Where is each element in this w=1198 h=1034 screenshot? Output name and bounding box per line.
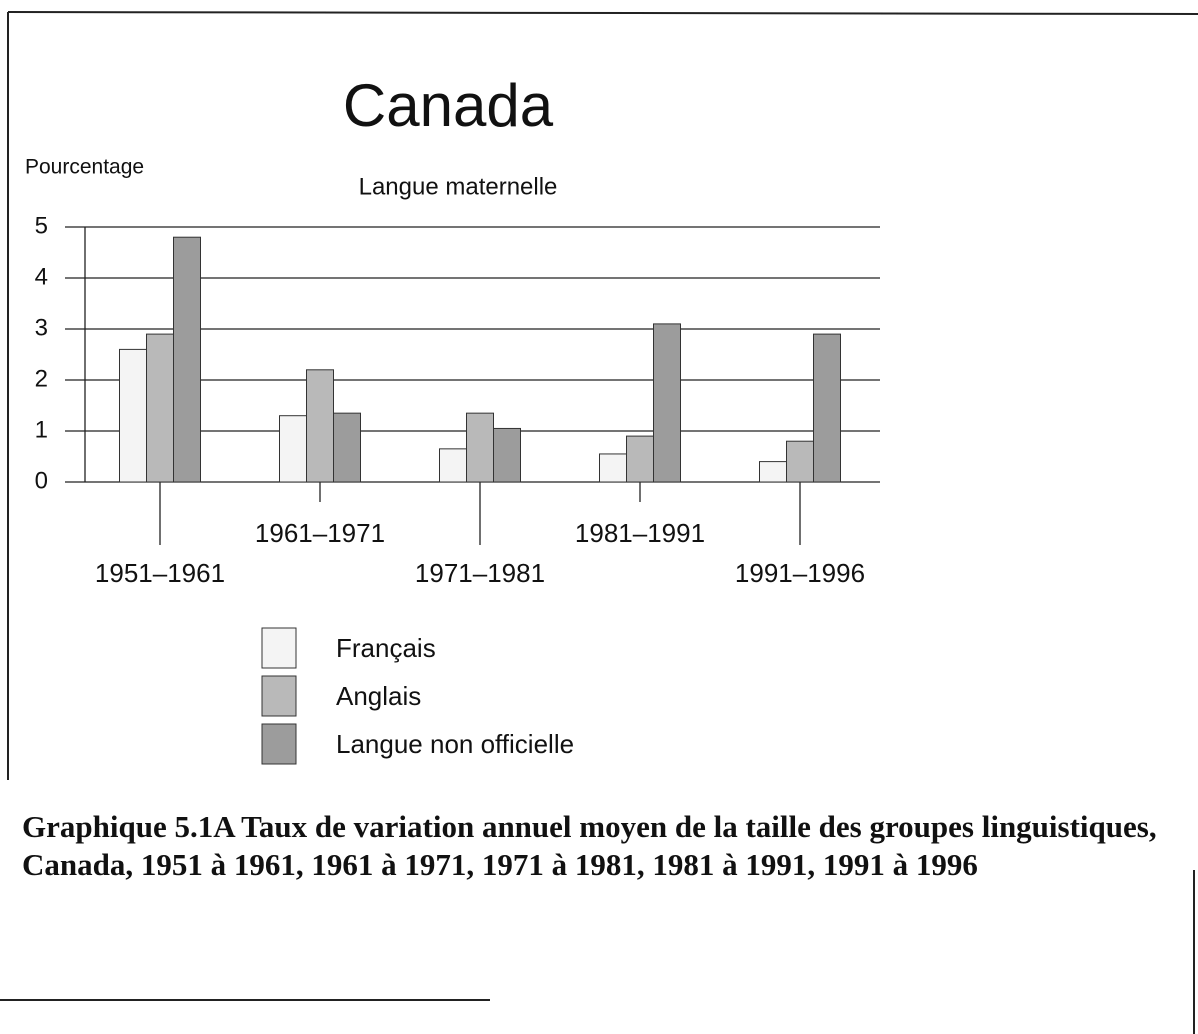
- legend-label: Langue non officielle: [336, 729, 574, 759]
- x-tick-label: 1991–1996: [735, 558, 865, 588]
- y-axis-label: Pourcentage: [25, 156, 144, 179]
- y-tick-label: 1: [35, 416, 48, 443]
- legend-swatch: [261, 723, 297, 765]
- y-tick-label: 3: [35, 314, 48, 341]
- bar: [333, 412, 361, 483]
- x-tick-label: 1961–1971: [255, 518, 385, 548]
- bar: [493, 427, 521, 483]
- bar: [786, 440, 814, 483]
- bar: [599, 453, 627, 483]
- legend-label: Français: [336, 633, 436, 663]
- bar: [759, 461, 787, 483]
- bar: [466, 412, 494, 483]
- bar: [626, 435, 654, 483]
- bar: [119, 348, 147, 483]
- bar: [306, 369, 334, 483]
- bar: [653, 323, 681, 483]
- bar: [813, 333, 841, 483]
- bar: [173, 236, 201, 483]
- chart-title: Canada: [343, 72, 554, 139]
- bar: [146, 333, 174, 483]
- y-tick-label: 4: [35, 263, 48, 290]
- x-tick-label: 1981–1991: [575, 518, 705, 548]
- chart-subtitle: Langue maternelle: [359, 173, 558, 200]
- x-tick-label: 1971–1981: [415, 558, 545, 588]
- bar: [279, 415, 307, 483]
- y-tick-label: 0: [35, 467, 48, 494]
- frame-top: [7, 11, 1198, 15]
- caption: Graphique 5.1A Taux de variation annuel …: [22, 809, 1157, 882]
- bar: [439, 448, 467, 483]
- legend-label: Anglais: [336, 681, 421, 711]
- x-tick-label: 1951–1961: [95, 558, 225, 588]
- y-tick-label: 5: [35, 212, 48, 239]
- y-tick-label: 2: [35, 365, 48, 392]
- legend-swatch: [261, 675, 297, 717]
- legend-swatch: [261, 627, 297, 669]
